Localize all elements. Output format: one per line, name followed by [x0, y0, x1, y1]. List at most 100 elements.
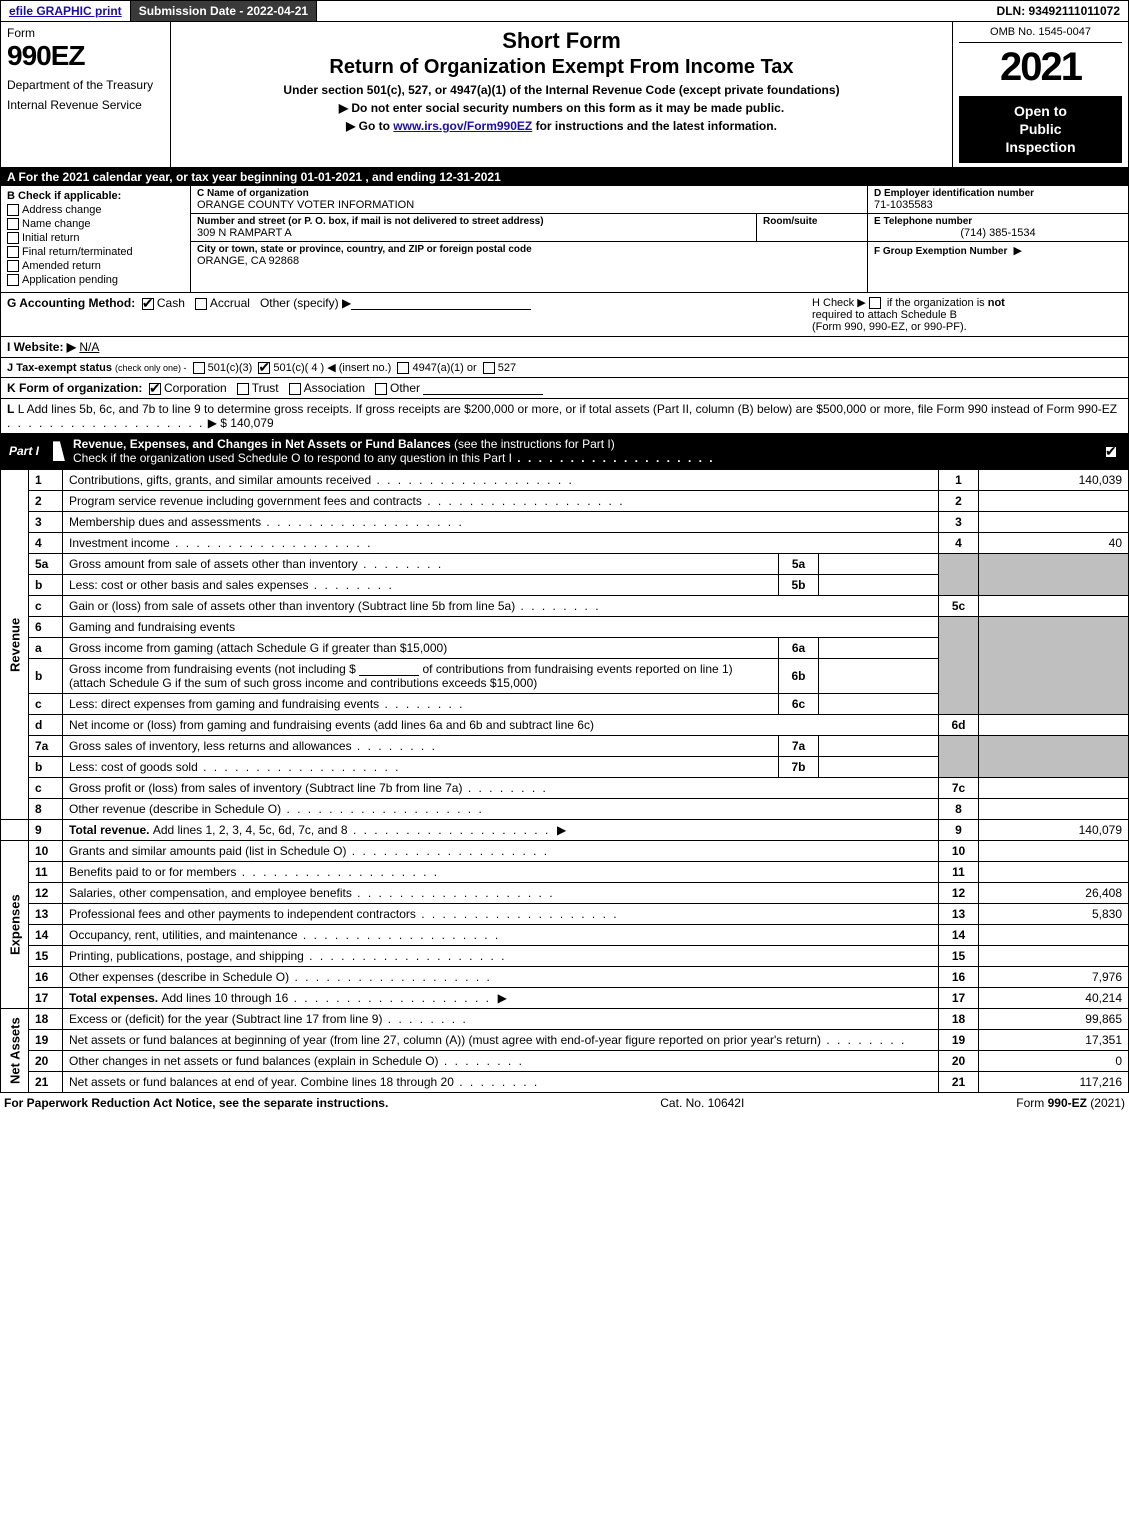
ld-text: Contributions, gifts, grants, and simila… — [69, 473, 574, 487]
ld-text: Less: direct expenses from gaming and fu… — [69, 697, 465, 711]
page-footer: For Paperwork Reduction Act Notice, see … — [0, 1093, 1129, 1110]
table-row: Expenses 10 Grants and similar amounts p… — [1, 841, 1129, 862]
ln: 10 — [29, 841, 63, 862]
e-row: E Telephone number (714) 385-1534 — [868, 214, 1128, 242]
notice-goto: ▶ Go to www.irs.gov/Form990EZ for instru… — [181, 119, 942, 133]
ln: 6 — [29, 617, 63, 638]
h-block: H Check ▶ if the organization is not req… — [802, 296, 1122, 333]
line-a: A For the 2021 calendar year, or tax yea… — [0, 168, 1129, 186]
ln: b — [29, 757, 63, 778]
chk-4947[interactable] — [397, 362, 409, 374]
mini-val — [819, 736, 939, 757]
chk-501c3[interactable] — [193, 362, 205, 374]
chk-amended-return[interactable]: Amended return — [7, 260, 184, 272]
lrn: 1 — [939, 470, 979, 491]
ln: 19 — [29, 1030, 63, 1051]
g-other: Other (specify) ▶ — [260, 296, 351, 310]
efile-print-link[interactable]: efile GRAPHIC print — [1, 1, 131, 21]
row-g-h: G Accounting Method: Cash Accrual Other … — [0, 293, 1129, 337]
shade-cell — [939, 617, 979, 715]
mini-num: 7a — [779, 736, 819, 757]
lrn: 5c — [939, 596, 979, 617]
ld: Excess or (deficit) for the year (Subtra… — [63, 1009, 939, 1030]
chk-label: Final return/terminated — [22, 246, 133, 258]
d-row: D Employer identification number 71-1035… — [868, 186, 1128, 214]
lrn: 8 — [939, 799, 979, 820]
title-return: Return of Organization Exempt From Incom… — [181, 56, 942, 79]
ld: Other changes in net assets or fund bala… — [63, 1051, 939, 1072]
lrn: 21 — [939, 1072, 979, 1093]
ln: 21 — [29, 1072, 63, 1093]
table-row: 2 Program service revenue including gove… — [1, 491, 1129, 512]
j-o2-post: ◀ (insert no.) — [327, 362, 391, 374]
chk-527[interactable] — [483, 362, 495, 374]
lrn: 4 — [939, 533, 979, 554]
shade-cell — [939, 736, 979, 778]
h-line3: (Form 990, 990-EZ, or 990-PF). — [812, 321, 967, 333]
ld-text: Salaries, other compensation, and employ… — [69, 886, 555, 900]
dots-icon — [512, 451, 715, 465]
part1-check-end — [1105, 444, 1128, 458]
under-section: Under section 501(c), 527, or 4947(a)(1)… — [181, 83, 942, 97]
mini-val — [819, 659, 939, 694]
table-row: 13 Professional fees and other payments … — [1, 904, 1129, 925]
ln: b — [29, 575, 63, 596]
b-header: B Check if applicable: — [7, 190, 184, 202]
chk-label: Initial return — [22, 232, 79, 244]
k-label: K Form of organization: — [7, 381, 142, 395]
g-label: G Accounting Method: — [7, 296, 135, 310]
lrv: 7,976 — [979, 967, 1129, 988]
chk-501c[interactable] — [258, 362, 270, 374]
ld-text: Program service revenue including govern… — [69, 494, 625, 508]
chk-h[interactable] — [869, 297, 881, 309]
chk-assoc[interactable] — [289, 383, 301, 395]
ld-text: Less: cost of goods sold — [69, 760, 400, 774]
chk-initial-return[interactable]: Initial return — [7, 232, 184, 244]
arrow-icon: ▶ — [1013, 245, 1021, 257]
ln: 1 — [29, 470, 63, 491]
ln: c — [29, 596, 63, 617]
chk-name-change[interactable]: Name change — [7, 218, 184, 230]
table-row: 9 Total revenue. Add lines 1, 2, 3, 4, 5… — [1, 820, 1129, 841]
side-netassets: Net Assets — [1, 1009, 29, 1093]
lrv — [979, 512, 1129, 533]
chk-corp[interactable] — [149, 383, 161, 395]
c-addr-row: Number and street (or P. O. box, if mail… — [191, 214, 867, 242]
chk-other[interactable] — [375, 383, 387, 395]
open-line3: Inspection — [1005, 139, 1075, 155]
ld: Membership dues and assessments — [63, 512, 939, 533]
lrv — [979, 841, 1129, 862]
g-other-line[interactable] — [351, 298, 531, 310]
ln: 14 — [29, 925, 63, 946]
chk-trust[interactable] — [237, 383, 249, 395]
phone: (714) 385-1534 — [874, 227, 1122, 239]
lrv: 117,216 — [979, 1072, 1129, 1093]
chk-address-change[interactable]: Address change — [7, 204, 184, 216]
part1-title: Revenue, Expenses, and Changes in Net As… — [65, 434, 723, 468]
lrv: 26,408 — [979, 883, 1129, 904]
irs-link[interactable]: www.irs.gov/Form990EZ — [393, 119, 532, 133]
ld-bold: Total revenue. — [69, 823, 153, 837]
ld-text: Benefits paid to or for members — [69, 865, 439, 879]
row-i: I Website: ▶ N/A — [0, 337, 1129, 358]
chk-accrual[interactable] — [195, 298, 207, 310]
table-row: 21 Net assets or fund balances at end of… — [1, 1072, 1129, 1093]
ld-text: Excess or (deficit) for the year (Subtra… — [69, 1012, 468, 1026]
header-right: OMB No. 1545-0047 2021 Open to Public In… — [953, 22, 1128, 167]
c-name-row: C Name of organization ORANGE COUNTY VOT… — [191, 186, 867, 214]
ld: Net assets or fund balances at end of ye… — [63, 1072, 939, 1093]
lrn: 14 — [939, 925, 979, 946]
side-expenses: Expenses — [1, 841, 29, 1009]
chk-schedule-o[interactable] — [1105, 446, 1117, 458]
chk-application-pending[interactable]: Application pending — [7, 274, 184, 286]
table-row: c Gross profit or (loss) from sales of i… — [1, 778, 1129, 799]
shade-cell — [979, 554, 1129, 596]
tax-year: 2021 — [959, 45, 1122, 90]
ln: d — [29, 715, 63, 736]
k-other-line[interactable] — [423, 383, 543, 395]
chk-final-return[interactable]: Final return/terminated — [7, 246, 184, 258]
h-not: not — [988, 297, 1005, 309]
footer-right: Form 990-EZ (2021) — [1016, 1096, 1125, 1110]
chk-cash[interactable] — [142, 298, 154, 310]
header-center: Short Form Return of Organization Exempt… — [171, 22, 953, 167]
